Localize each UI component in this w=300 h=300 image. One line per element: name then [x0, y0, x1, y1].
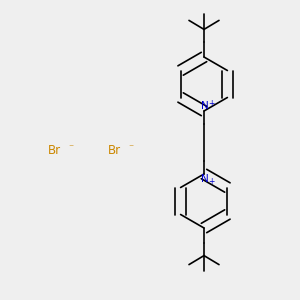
Text: +: + [208, 99, 215, 108]
Text: N: N [201, 174, 209, 184]
Text: ⁻: ⁻ [128, 143, 133, 153]
Text: N: N [201, 101, 209, 111]
Text: +: + [208, 177, 215, 186]
Text: Br: Br [107, 143, 121, 157]
Text: Br: Br [47, 143, 61, 157]
Text: ⁻: ⁻ [68, 143, 73, 153]
